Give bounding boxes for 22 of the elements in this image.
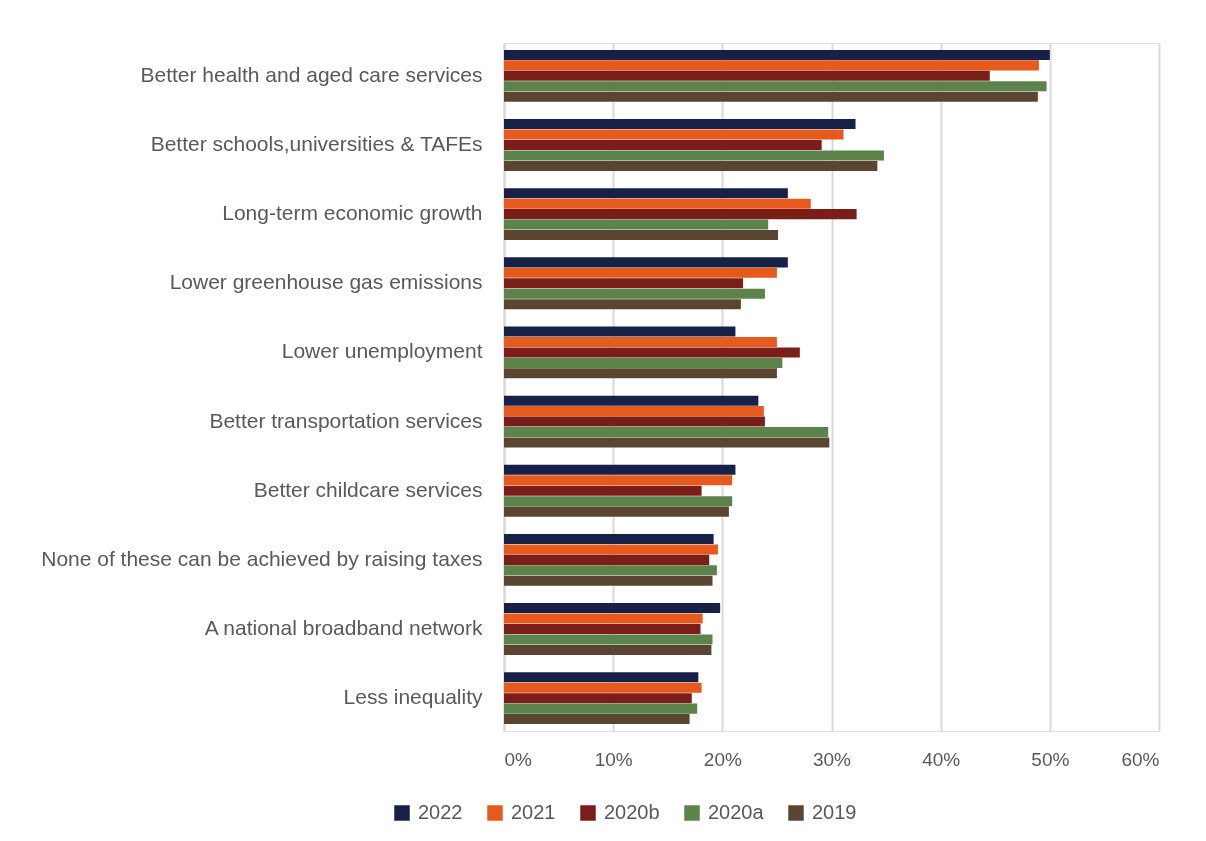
x-tick-label: 30% [812, 748, 852, 770]
legend-label: 2022 [418, 801, 463, 823]
legend-label: 2020a [708, 801, 765, 823]
y-tick-label: Long-term economic growth [222, 201, 483, 225]
y-tick-label: Better transportation services [209, 408, 483, 432]
x-tick-label: 10% [594, 748, 633, 770]
y-tick-label: A national broadband network [204, 616, 483, 640]
y-tick-label: Better schools,universities & TAFEs [150, 131, 483, 155]
y-tick-label: Lower greenhouse gas emissions [169, 270, 483, 294]
y-tick-label: Less inequality [343, 685, 483, 709]
x-tick-label: 50% [1031, 748, 1070, 770]
legend-label: 2021 [511, 801, 556, 823]
x-tick-label: 0% [504, 748, 533, 770]
legend-label: 2019 [812, 801, 857, 823]
x-tick-label: 40% [922, 748, 961, 770]
x-tick-label: 20% [703, 748, 742, 770]
y-tick-label: Lower unemployment [281, 339, 483, 363]
y-tick-label: Better health and aged care services [140, 62, 483, 86]
y-tick-label: Better childcare services [253, 477, 483, 501]
x-tick-label: 60% [1121, 748, 1160, 770]
y-tick-label: None of these can be achieved by raising taxes [41, 546, 483, 570]
legend-label: 2020b [604, 801, 660, 823]
